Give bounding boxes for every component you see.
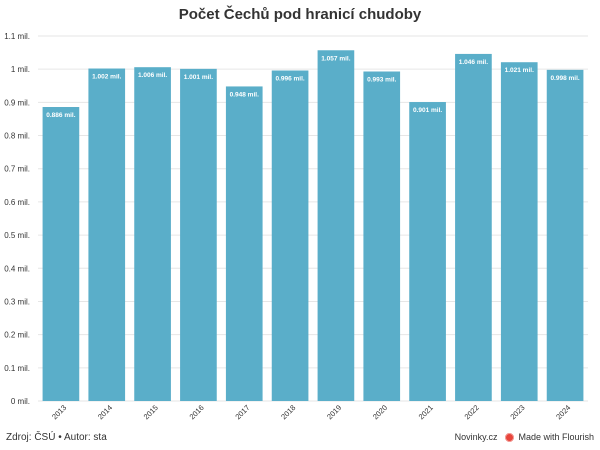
- bar[interactable]: [317, 50, 355, 401]
- grid-lines: [38, 35, 588, 402]
- y-tick-label: 0.4 mil.: [4, 264, 30, 273]
- x-tick-label: 2018: [279, 403, 297, 421]
- bar-value-label: 1.001 mil.: [184, 74, 213, 81]
- y-tick-label: 0.2 mil.: [4, 331, 30, 340]
- y-tick-label: 0.3 mil.: [4, 297, 30, 306]
- flourish-logo-icon: [505, 432, 515, 442]
- x-axis-ticks: 2013 2014 2015 2016 2017 2018 2019 2020 2021 2022…: [50, 403, 572, 421]
- y-tick-label: 1 mil.: [11, 65, 30, 74]
- y-tick-label: 0 mil.: [11, 397, 30, 406]
- footer-branding: Novinky.cz Made with Flourish: [455, 432, 594, 442]
- x-tick-label: 2019: [325, 403, 343, 421]
- bars: [42, 50, 584, 402]
- brand-name[interactable]: Novinky.cz: [454, 432, 498, 442]
- bar[interactable]: [409, 102, 446, 402]
- bar-value-label: 0.886 mil.: [46, 112, 75, 119]
- bar[interactable]: [134, 67, 171, 401]
- y-axis-ticks: 0 mil. 0.1 mil. 0.2 mil. 0.3 mil. 0.4 mil. 0.…: [4, 32, 30, 406]
- bar-value-label: 1.046 mil.: [459, 59, 488, 66]
- bar-value-label: 0.996 mil.: [275, 76, 304, 83]
- bar-value-label: 1.021 mil.: [505, 67, 534, 74]
- x-tick-label: 2017: [233, 403, 251, 421]
- bar[interactable]: [225, 86, 263, 401]
- bar[interactable]: [180, 68, 217, 401]
- source-credit: Zdroj: ČSÚ • Autor: sta: [6, 432, 107, 443]
- bar-value-label: 0.998 mil.: [550, 75, 579, 82]
- x-tick-label: 2024: [554, 403, 572, 421]
- x-tick-label: 2022: [463, 403, 481, 421]
- x-tick-label: 2013: [50, 403, 68, 421]
- made-with-flourish[interactable]: Made with Flourish: [518, 432, 594, 442]
- y-tick-label: 0.8 mil.: [4, 132, 30, 141]
- x-tick-label: 2023: [508, 403, 526, 421]
- bar[interactable]: [500, 62, 538, 402]
- bar-value-label: 1.006 mil.: [138, 72, 167, 79]
- bar[interactable]: [363, 71, 401, 401]
- y-tick-label: 0.6 mil.: [4, 198, 30, 207]
- bar-value-label: 1.057 mil.: [321, 55, 350, 62]
- y-tick-label: 0.5 mil.: [4, 231, 30, 240]
- bar[interactable]: [455, 53, 492, 401]
- bar-value-label: 0.993 mil.: [367, 77, 396, 84]
- x-tick-label: 2014: [96, 403, 114, 421]
- bar[interactable]: [546, 69, 584, 401]
- y-tick-label: 0.9 mil.: [4, 98, 30, 107]
- bar-value-label: 1.002 mil.: [92, 74, 121, 81]
- y-tick-label: 0.1 mil.: [4, 364, 30, 373]
- x-tick-label: 2015: [142, 403, 160, 421]
- value-labels: 0.886 mil. 1.002 mil. 1.006 mil. 1.001 mil.…: [46, 55, 580, 119]
- y-tick-label: 0.7 mil.: [4, 165, 30, 174]
- x-tick-label: 2016: [188, 403, 206, 421]
- bar[interactable]: [88, 68, 126, 401]
- x-tick-label: 2020: [371, 403, 389, 421]
- bar-value-label: 0.948 mil.: [230, 91, 259, 98]
- y-tick-label: 1.1 mil.: [4, 32, 30, 41]
- chart-title: Počet Čechů pod hranicí chudoby: [178, 6, 422, 23]
- bar[interactable]: [42, 107, 80, 401]
- bar[interactable]: [271, 70, 309, 401]
- bar-value-label: 0.901 mil.: [413, 107, 442, 114]
- x-tick-label: 2021: [417, 403, 435, 421]
